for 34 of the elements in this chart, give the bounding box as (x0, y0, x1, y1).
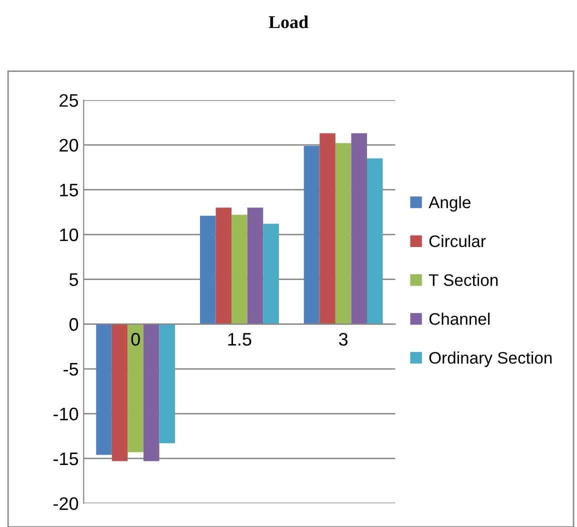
y-tick-label: -15 (54, 452, 78, 466)
bar (335, 143, 352, 324)
bar (263, 224, 279, 324)
bar (351, 133, 367, 324)
x-tick-label: 0 (131, 332, 140, 346)
y-tick-label: 10 (60, 228, 78, 242)
y-tick-label: 15 (60, 184, 78, 196)
x-tick-label: 3 (338, 332, 348, 346)
y-tick-label: 0 (69, 318, 78, 331)
x-tick-label: 1.5 (228, 333, 252, 346)
y-tick-label: -10 (54, 408, 78, 420)
bar (247, 208, 264, 324)
legend-label: Ordinary Section (429, 352, 552, 368)
bar (128, 324, 144, 452)
legend-label: Angle (428, 196, 470, 212)
bar (232, 214, 248, 324)
legend-label: Circular (429, 234, 486, 248)
y-tick-label: 20 (60, 138, 78, 152)
y-tick-label: 5 (69, 273, 78, 286)
chart-title: Load (268, 16, 308, 28)
bar (143, 324, 160, 462)
legend-label: T Section (428, 274, 498, 286)
bar (366, 158, 383, 324)
bar (96, 324, 112, 455)
bar (320, 133, 336, 324)
bar (200, 216, 216, 324)
y-tick-label: -5 (64, 363, 78, 376)
legend-label: Channel (429, 312, 490, 325)
bar (159, 324, 176, 444)
bar (216, 208, 232, 324)
bar (112, 324, 128, 462)
y-tick-label: 25 (60, 94, 78, 107)
bar (304, 146, 320, 324)
y-tick-label: -20 (54, 497, 78, 510)
